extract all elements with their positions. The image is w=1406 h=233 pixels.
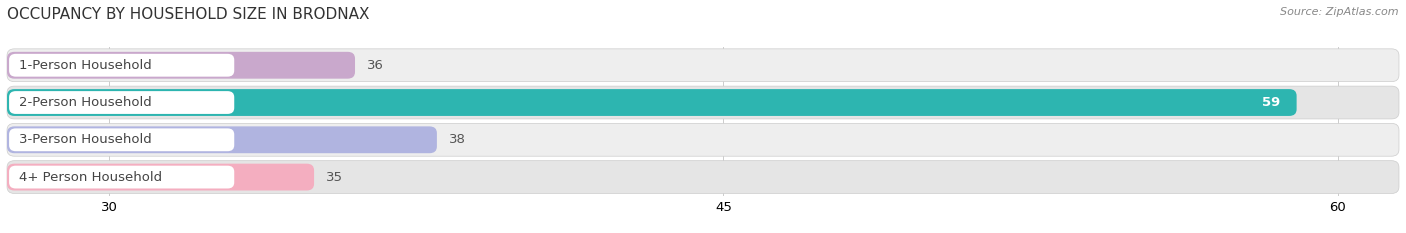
FancyBboxPatch shape [7,164,314,191]
FancyBboxPatch shape [7,126,437,153]
Text: 59: 59 [1263,96,1281,109]
Text: 36: 36 [367,59,384,72]
Text: 2-Person Household: 2-Person Household [20,96,152,109]
Text: 35: 35 [326,171,343,184]
FancyBboxPatch shape [8,128,235,151]
Text: OCCUPANCY BY HOUSEHOLD SIZE IN BRODNAX: OCCUPANCY BY HOUSEHOLD SIZE IN BRODNAX [7,7,370,22]
FancyBboxPatch shape [7,86,1399,119]
Text: Source: ZipAtlas.com: Source: ZipAtlas.com [1281,7,1399,17]
FancyBboxPatch shape [8,166,235,188]
FancyBboxPatch shape [7,49,1399,82]
FancyBboxPatch shape [7,52,354,79]
FancyBboxPatch shape [8,54,235,77]
FancyBboxPatch shape [7,123,1399,156]
Text: 3-Person Household: 3-Person Household [20,133,152,146]
Text: 38: 38 [449,133,465,146]
FancyBboxPatch shape [7,161,1399,193]
Text: 4+ Person Household: 4+ Person Household [20,171,163,184]
Text: 1-Person Household: 1-Person Household [20,59,152,72]
FancyBboxPatch shape [8,91,235,114]
FancyBboxPatch shape [7,89,1296,116]
